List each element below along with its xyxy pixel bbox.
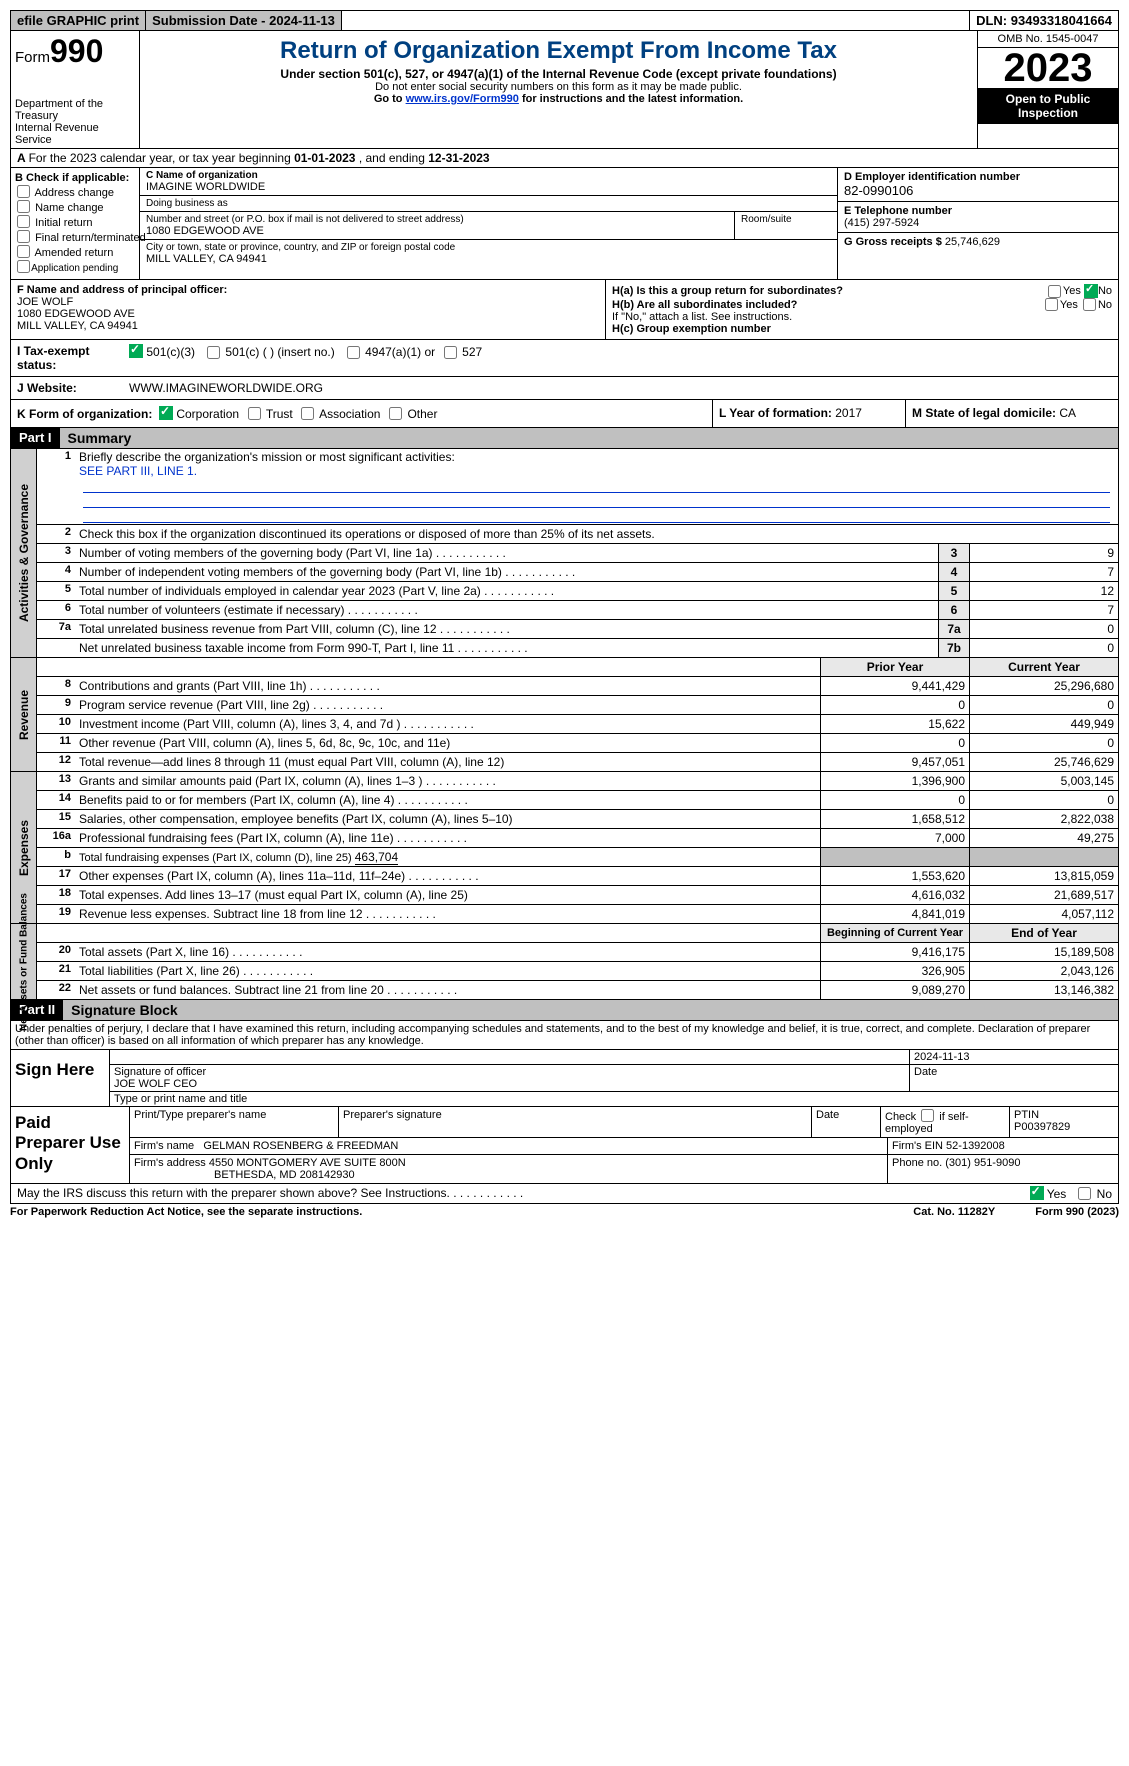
summary-table: Activities & Governance 1 Briefly descri… [10,449,1119,1000]
ha-no-checked-icon [1084,284,1098,298]
chk-4947[interactable] [347,346,360,359]
instructions-link[interactable]: www.irs.gov/Form990 [406,93,519,105]
chk-527[interactable] [444,346,457,359]
row-j: J Website: WWW.IMAGINEWORLDWIDE.ORG [10,377,1119,400]
form-header: Form990 Department of the Treasury Inter… [10,31,1119,149]
part-i-header: Part I Summary [10,428,1119,449]
chk-address-change[interactable] [17,185,30,198]
row-fh: F Name and address of principal officer:… [10,280,1119,340]
chk-assoc[interactable] [301,407,314,420]
paid-preparer-block: Paid Preparer Use Only Print/Type prepar… [10,1107,1119,1184]
submission-date: Submission Date - 2024-11-13 [146,11,342,30]
tax-year-line: A For the 2023 calendar year, or tax yea… [10,149,1119,168]
dln: DLN: 93493318041664 [970,11,1118,30]
header-grid: B Check if applicable: Address change Na… [10,168,1119,280]
part-ii-header: Part II Signature Block [10,1000,1119,1021]
ha-yes[interactable] [1048,285,1061,298]
box-b: B Check if applicable: Address change Na… [11,168,140,279]
chk-501c3-icon [129,344,143,358]
box-c: C Name of organization IMAGINE WORLDWIDE… [140,168,837,279]
chk-amended[interactable] [17,245,30,258]
sign-here-block: Sign Here 2024-11-13 Signature of office… [10,1050,1119,1107]
efile-print-button[interactable]: efile GRAPHIC print [11,11,146,30]
chk-trust[interactable] [248,407,261,420]
discuss-yes-icon [1030,1186,1044,1200]
form-title: Return of Organization Exempt From Incom… [144,37,973,65]
chk-name-change[interactable] [17,200,30,213]
chk-corp-icon [159,406,173,420]
signature-declaration: Under penalties of perjury, I declare th… [10,1021,1119,1050]
row-klm: K Form of organization: Corporation Trus… [10,400,1119,428]
hb-no[interactable] [1083,298,1096,311]
topbar: efile GRAPHIC print Submission Date - 20… [10,10,1119,31]
chk-self-employed[interactable] [921,1109,934,1122]
chk-app-pending[interactable] [17,260,30,273]
hb-yes[interactable] [1045,298,1058,311]
chk-other[interactable] [389,407,402,420]
chk-final-return[interactable] [17,230,30,243]
discuss-no[interactable] [1078,1187,1091,1200]
box-deg: D Employer identification number 82-0990… [837,168,1118,279]
chk-501c[interactable] [207,346,220,359]
page-footer: For Paperwork Reduction Act Notice, see … [10,1204,1119,1220]
chk-initial-return[interactable] [17,215,30,228]
irs-discuss-row: May the IRS discuss this return with the… [10,1184,1119,1204]
row-i: I Tax-exempt status: 501(c)(3) 501(c) ( … [10,340,1119,377]
